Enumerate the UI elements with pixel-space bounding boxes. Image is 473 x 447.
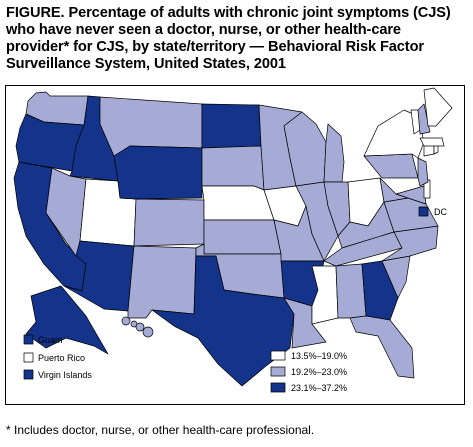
state-sd (201, 145, 265, 191)
state-mi (323, 123, 345, 183)
state-nd (201, 103, 262, 149)
state-pa (363, 153, 419, 179)
dc-label: DC (434, 207, 447, 217)
state-ne (201, 185, 275, 221)
territory-virgin-islands-label: Virgin Islands (38, 370, 92, 380)
state-ms (311, 265, 339, 325)
state-nh (417, 103, 431, 135)
map-panel: DC Guam Puerto Rico Virgin Islands 13.5%… (5, 85, 465, 405)
state-fl (349, 315, 415, 379)
state-hi-island-3 (135, 322, 145, 332)
dc-swatch (418, 206, 429, 217)
state-hi-island-4 (142, 326, 154, 338)
legend-mid-swatch (270, 366, 286, 377)
state-ak (25, 285, 109, 355)
figure-title: FIGURE. Percentage of adults with chroni… (6, 5, 451, 72)
state-md (395, 185, 427, 205)
state-va (383, 197, 439, 233)
legend-low-label: 13.5%–19.0% (291, 351, 347, 361)
state-ga (361, 260, 399, 321)
state-co (133, 198, 205, 247)
state-nj (417, 157, 429, 187)
state-wy (113, 145, 203, 200)
state-al (335, 263, 367, 319)
state-hi-island-1 (121, 316, 131, 326)
territory-guam-label: Guam (38, 335, 63, 345)
territory-virgin-islands-swatch (23, 369, 34, 380)
territory-puerto-rico-label: Puerto Rico (38, 353, 85, 363)
territory-guam-swatch (23, 334, 34, 345)
legend-low-swatch (270, 350, 286, 361)
state-ny (363, 109, 425, 159)
state-nm (127, 245, 197, 319)
legend-high-label: 23.1%–37.2% (291, 383, 347, 393)
legend-high-swatch (270, 382, 286, 393)
territory-puerto-rico-swatch (23, 352, 34, 363)
state-tx (151, 255, 295, 387)
legend-mid-label: 19.2%–23.0% (291, 367, 347, 377)
state-ks (203, 219, 282, 255)
state-ma (419, 137, 445, 147)
state-me (423, 87, 453, 127)
state-wv (379, 177, 409, 203)
states-layer (13, 87, 453, 387)
footnote: * Includes doctor, nurse, or other healt… (6, 423, 315, 437)
us-choropleth-map: DC Guam Puerto Rico Virgin Islands 13.5%… (13, 87, 453, 393)
